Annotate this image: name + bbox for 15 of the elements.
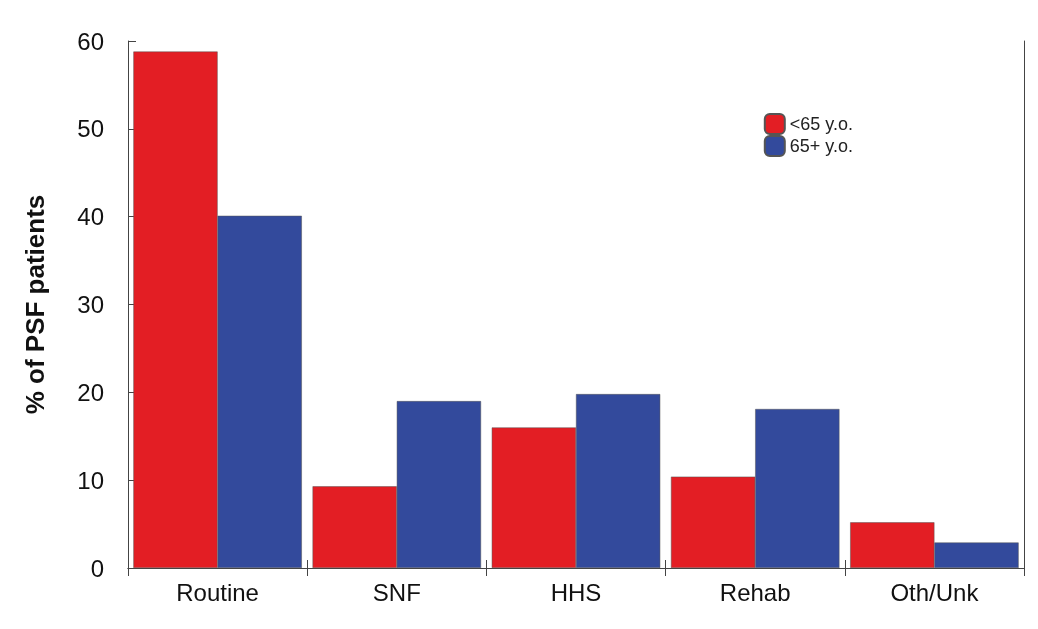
y-tick-label: 60 (77, 27, 104, 55)
x-tick-label: Rehab (719, 578, 791, 606)
x-tick-label: HHS (550, 578, 602, 606)
legend-label: 65+ y.o. (789, 136, 854, 156)
y-tick-label: 0 (90, 554, 104, 582)
legend-label: <65 y.o. (789, 114, 854, 134)
y-tick-label: 20 (77, 378, 104, 406)
x-tick-label: Routine (176, 578, 259, 606)
y-tick-label: 10 (77, 466, 104, 494)
y-tick-label: 30 (77, 291, 104, 318)
x-tick-label: SNF (372, 578, 421, 606)
x-tick-label: Oth/Unk (890, 578, 980, 606)
y-axis-title: % of PSF patients (20, 194, 50, 415)
y-tick-label: 50 (77, 115, 104, 143)
y-tick-label: 40 (77, 203, 104, 231)
